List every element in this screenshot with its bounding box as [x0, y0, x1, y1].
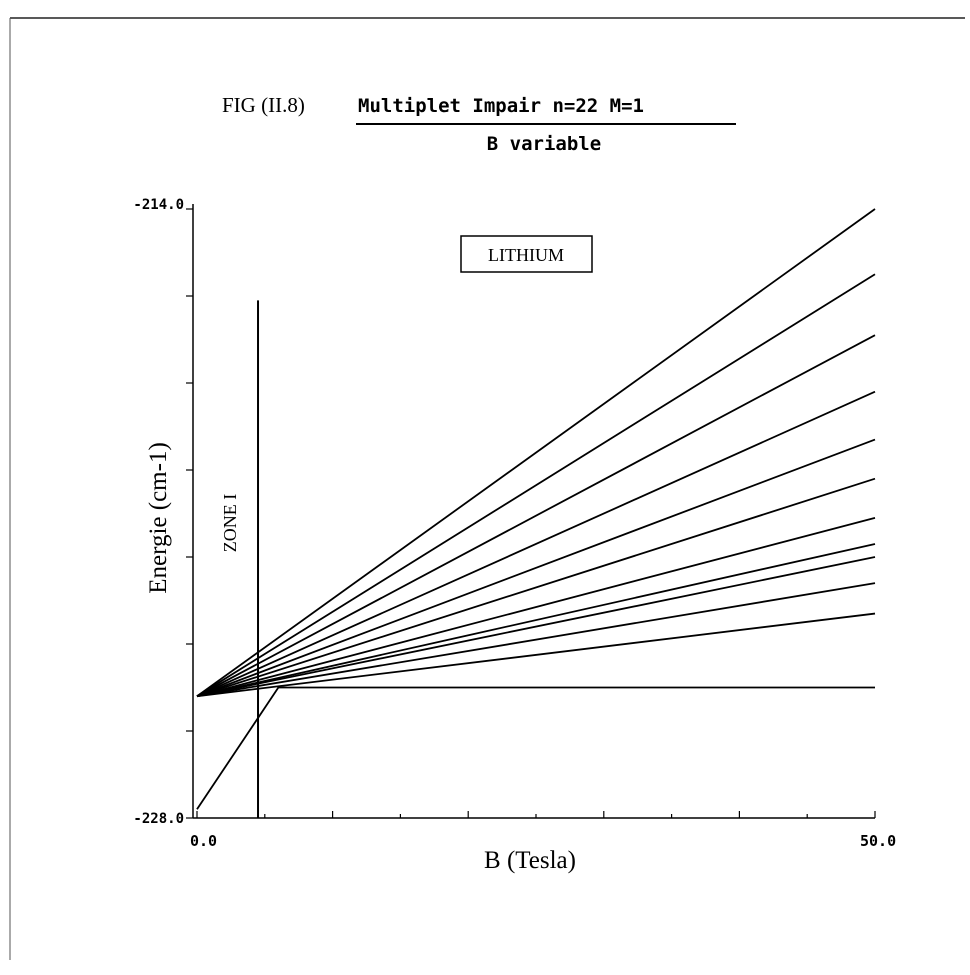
series-line-7 [196, 516, 876, 698]
legend-label: LITHIUM [488, 245, 564, 265]
zone-label: ZONE I [220, 494, 240, 552]
series-line-6 [196, 477, 876, 698]
series-line-5 [196, 438, 876, 698]
series-line-9 [196, 556, 876, 698]
series-line-11 [196, 612, 876, 698]
y-axis-title: Energie (cm-1) [145, 442, 172, 594]
y-tick-label-top: -214.0 [133, 197, 184, 213]
series-line-10 [196, 582, 876, 698]
series-line-3 [196, 334, 876, 697]
chart-subtitle: B variable [487, 133, 601, 155]
series-line-8 [196, 543, 876, 698]
legend-box [460, 235, 593, 273]
y-tick-label-bottom: -228.0 [133, 811, 184, 827]
x-tick-label-end: 50.0 [860, 832, 896, 850]
x-axis-ticks [196, 811, 876, 818]
series-line-4 [196, 390, 876, 698]
series-line-12 [196, 686, 875, 810]
chart-title: Multiplet Impair n=22 M=1 [358, 95, 644, 117]
x-tick-label-start: 0.0 [190, 832, 217, 850]
x-axis-title: B (Tesla) [484, 847, 576, 874]
figure-label: FIG (II.8) [222, 93, 305, 117]
y-axis-ticks [186, 208, 193, 819]
series-lines [196, 208, 876, 810]
series-line-1 [196, 208, 876, 697]
series-line-2 [196, 273, 876, 697]
